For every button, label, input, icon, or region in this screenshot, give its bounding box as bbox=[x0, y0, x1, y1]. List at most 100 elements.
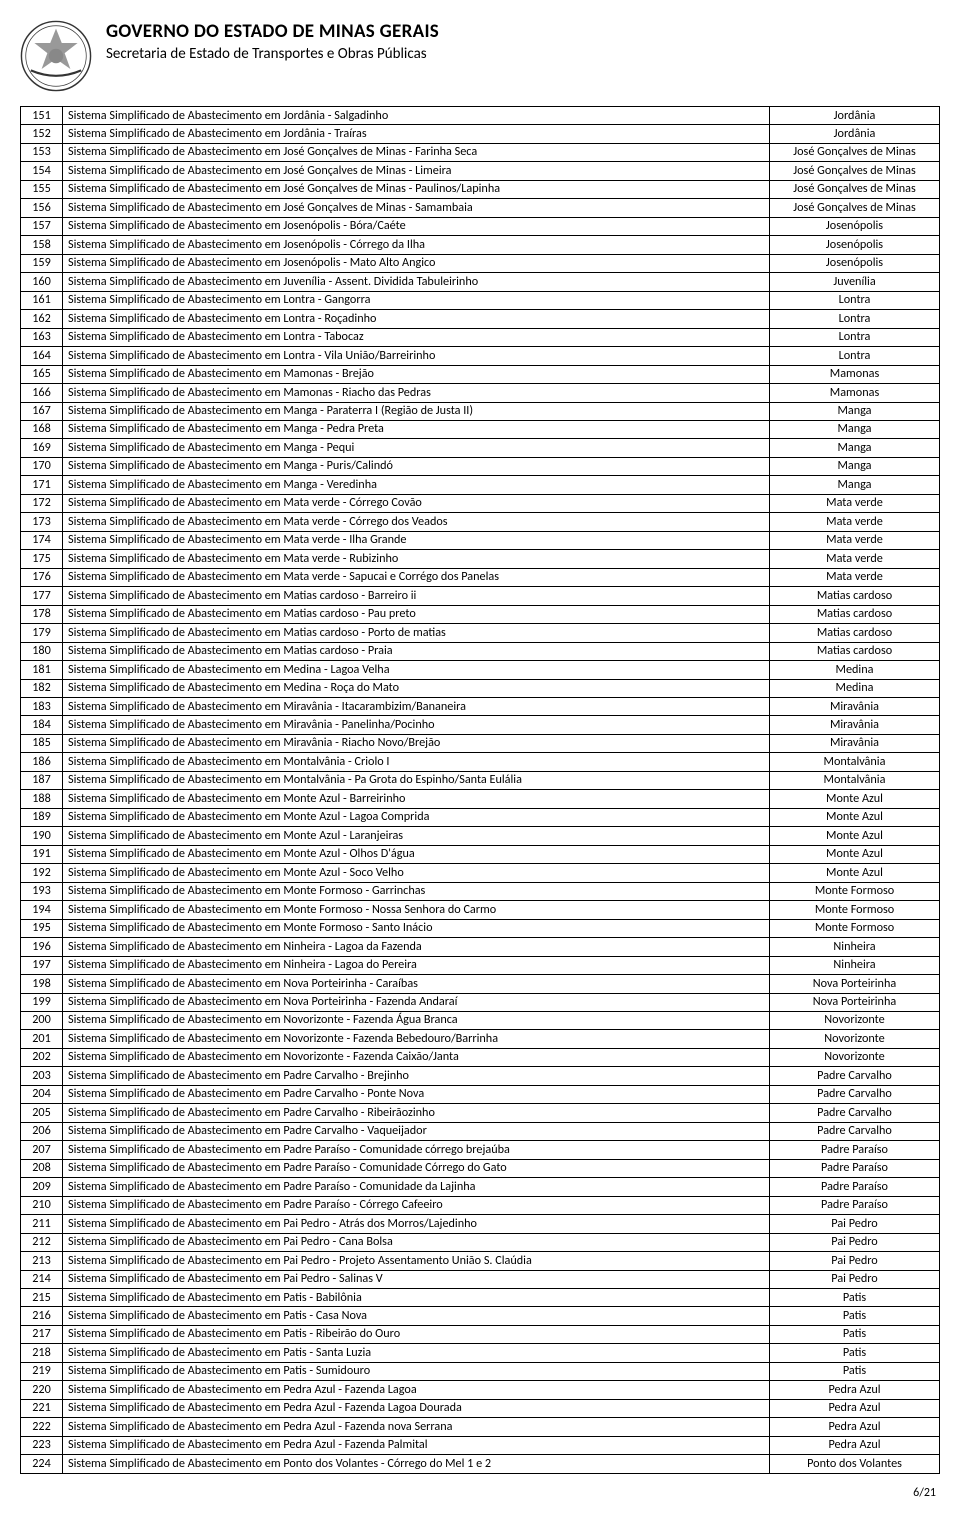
table-row: 179Sistema Simplificado de Abastecimento… bbox=[21, 624, 940, 642]
row-number: 158 bbox=[21, 236, 63, 254]
row-municipality: Monte Formoso bbox=[770, 882, 940, 900]
table-row: 168Sistema Simplificado de Abastecimento… bbox=[21, 420, 940, 438]
row-description: Sistema Simplificado de Abastecimento em… bbox=[63, 439, 770, 457]
row-municipality: Ninheira bbox=[770, 938, 940, 956]
row-description: Sistema Simplificado de Abastecimento em… bbox=[63, 1381, 770, 1399]
row-number: 179 bbox=[21, 624, 63, 642]
gov-title: GOVERNO DO ESTADO DE MINAS GERAIS bbox=[106, 20, 439, 43]
row-number: 199 bbox=[21, 993, 63, 1011]
row-number: 159 bbox=[21, 254, 63, 272]
row-description: Sistema Simplificado de Abastecimento em… bbox=[63, 1122, 770, 1140]
row-number: 210 bbox=[21, 1196, 63, 1214]
row-number: 178 bbox=[21, 605, 63, 623]
row-description: Sistema Simplificado de Abastecimento em… bbox=[63, 254, 770, 272]
row-description: Sistema Simplificado de Abastecimento em… bbox=[63, 162, 770, 180]
row-description: Sistema Simplificado de Abastecimento em… bbox=[63, 1233, 770, 1251]
row-municipality: Matias cardoso bbox=[770, 605, 940, 623]
table-row: 154Sistema Simplificado de Abastecimento… bbox=[21, 162, 940, 180]
row-number: 168 bbox=[21, 420, 63, 438]
row-municipality: Pai Pedro bbox=[770, 1270, 940, 1288]
row-municipality: Josenópolis bbox=[770, 254, 940, 272]
table-row: 152Sistema Simplificado de Abastecimento… bbox=[21, 125, 940, 143]
row-number: 183 bbox=[21, 698, 63, 716]
table-row: 218Sistema Simplificado de Abastecimento… bbox=[21, 1344, 940, 1362]
row-municipality: Ninheira bbox=[770, 956, 940, 974]
table-row: 171Sistema Simplificado de Abastecimento… bbox=[21, 476, 940, 494]
row-description: Sistema Simplificado de Abastecimento em… bbox=[63, 753, 770, 771]
row-description: Sistema Simplificado de Abastecimento em… bbox=[63, 864, 770, 882]
table-row: 214Sistema Simplificado de Abastecimento… bbox=[21, 1270, 940, 1288]
table-row: 163Sistema Simplificado de Abastecimento… bbox=[21, 328, 940, 346]
table-row: 158Sistema Simplificado de Abastecimento… bbox=[21, 236, 940, 254]
table-row: 210Sistema Simplificado de Abastecimento… bbox=[21, 1196, 940, 1214]
table-row: 188Sistema Simplificado de Abastecimento… bbox=[21, 790, 940, 808]
row-description: Sistema Simplificado de Abastecimento em… bbox=[63, 494, 770, 512]
row-description: Sistema Simplificado de Abastecimento em… bbox=[63, 1270, 770, 1288]
row-municipality: Padre Carvalho bbox=[770, 1067, 940, 1085]
table-row: 191Sistema Simplificado de Abastecimento… bbox=[21, 845, 940, 863]
row-number: 156 bbox=[21, 199, 63, 217]
row-municipality: Montalvânia bbox=[770, 771, 940, 789]
row-number: 180 bbox=[21, 642, 63, 660]
row-number: 153 bbox=[21, 143, 63, 161]
row-municipality: Matias cardoso bbox=[770, 624, 940, 642]
row-number: 223 bbox=[21, 1436, 63, 1454]
row-description: Sistema Simplificado de Abastecimento em… bbox=[63, 1067, 770, 1085]
row-number: 152 bbox=[21, 125, 63, 143]
row-municipality: Mamonas bbox=[770, 365, 940, 383]
row-description: Sistema Simplificado de Abastecimento em… bbox=[63, 402, 770, 420]
header-text: GOVERNO DO ESTADO DE MINAS GERAIS Secret… bbox=[106, 20, 439, 63]
row-description: Sistema Simplificado de Abastecimento em… bbox=[63, 143, 770, 161]
row-description: Sistema Simplificado de Abastecimento em… bbox=[63, 1307, 770, 1325]
row-number: 192 bbox=[21, 864, 63, 882]
row-description: Sistema Simplificado de Abastecimento em… bbox=[63, 1215, 770, 1233]
row-number: 212 bbox=[21, 1233, 63, 1251]
row-description: Sistema Simplificado de Abastecimento em… bbox=[63, 328, 770, 346]
row-number: 218 bbox=[21, 1344, 63, 1362]
row-description: Sistema Simplificado de Abastecimento em… bbox=[63, 365, 770, 383]
row-municipality: Monte Azul bbox=[770, 827, 940, 845]
table-row: 203Sistema Simplificado de Abastecimento… bbox=[21, 1067, 940, 1085]
row-description: Sistema Simplificado de Abastecimento em… bbox=[63, 1252, 770, 1270]
table-row: 182Sistema Simplificado de Abastecimento… bbox=[21, 679, 940, 697]
row-municipality: Nova Porteirinha bbox=[770, 993, 940, 1011]
table-row: 202Sistema Simplificado de Abastecimento… bbox=[21, 1048, 940, 1066]
row-municipality: Medina bbox=[770, 661, 940, 679]
row-description: Sistema Simplificado de Abastecimento em… bbox=[63, 790, 770, 808]
row-municipality: Manga bbox=[770, 439, 940, 457]
row-municipality: Lontra bbox=[770, 310, 940, 328]
seal-icon bbox=[20, 20, 92, 92]
row-number: 213 bbox=[21, 1252, 63, 1270]
row-municipality: Monte Azul bbox=[770, 845, 940, 863]
row-description: Sistema Simplificado de Abastecimento em… bbox=[63, 956, 770, 974]
row-description: Sistema Simplificado de Abastecimento em… bbox=[63, 1085, 770, 1103]
row-description: Sistema Simplificado de Abastecimento em… bbox=[63, 827, 770, 845]
row-description: Sistema Simplificado de Abastecimento em… bbox=[63, 661, 770, 679]
row-number: 167 bbox=[21, 402, 63, 420]
row-number: 197 bbox=[21, 956, 63, 974]
row-municipality: José Gonçalves de Minas bbox=[770, 162, 940, 180]
row-municipality: Padre Paraíso bbox=[770, 1159, 940, 1177]
row-municipality: Manga bbox=[770, 476, 940, 494]
row-number: 176 bbox=[21, 568, 63, 586]
row-number: 195 bbox=[21, 919, 63, 937]
row-description: Sistema Simplificado de Abastecimento em… bbox=[63, 550, 770, 568]
row-description: Sistema Simplificado de Abastecimento em… bbox=[63, 1178, 770, 1196]
row-number: 203 bbox=[21, 1067, 63, 1085]
row-number: 189 bbox=[21, 808, 63, 826]
table-row: 213Sistema Simplificado de Abastecimento… bbox=[21, 1252, 940, 1270]
row-municipality: Lontra bbox=[770, 291, 940, 309]
table-row: 209Sistema Simplificado de Abastecimento… bbox=[21, 1178, 940, 1196]
row-description: Sistema Simplificado de Abastecimento em… bbox=[63, 1418, 770, 1436]
row-municipality: Mata verde bbox=[770, 568, 940, 586]
row-municipality: Montalvânia bbox=[770, 753, 940, 771]
table-row: 211Sistema Simplificado de Abastecimento… bbox=[21, 1215, 940, 1233]
row-municipality: Mata verde bbox=[770, 513, 940, 531]
row-description: Sistema Simplificado de Abastecimento em… bbox=[63, 882, 770, 900]
row-number: 155 bbox=[21, 180, 63, 198]
row-number: 217 bbox=[21, 1325, 63, 1343]
row-description: Sistema Simplificado de Abastecimento em… bbox=[63, 476, 770, 494]
row-municipality: José Gonçalves de Minas bbox=[770, 143, 940, 161]
row-number: 166 bbox=[21, 384, 63, 402]
table-row: 200Sistema Simplificado de Abastecimento… bbox=[21, 1011, 940, 1029]
